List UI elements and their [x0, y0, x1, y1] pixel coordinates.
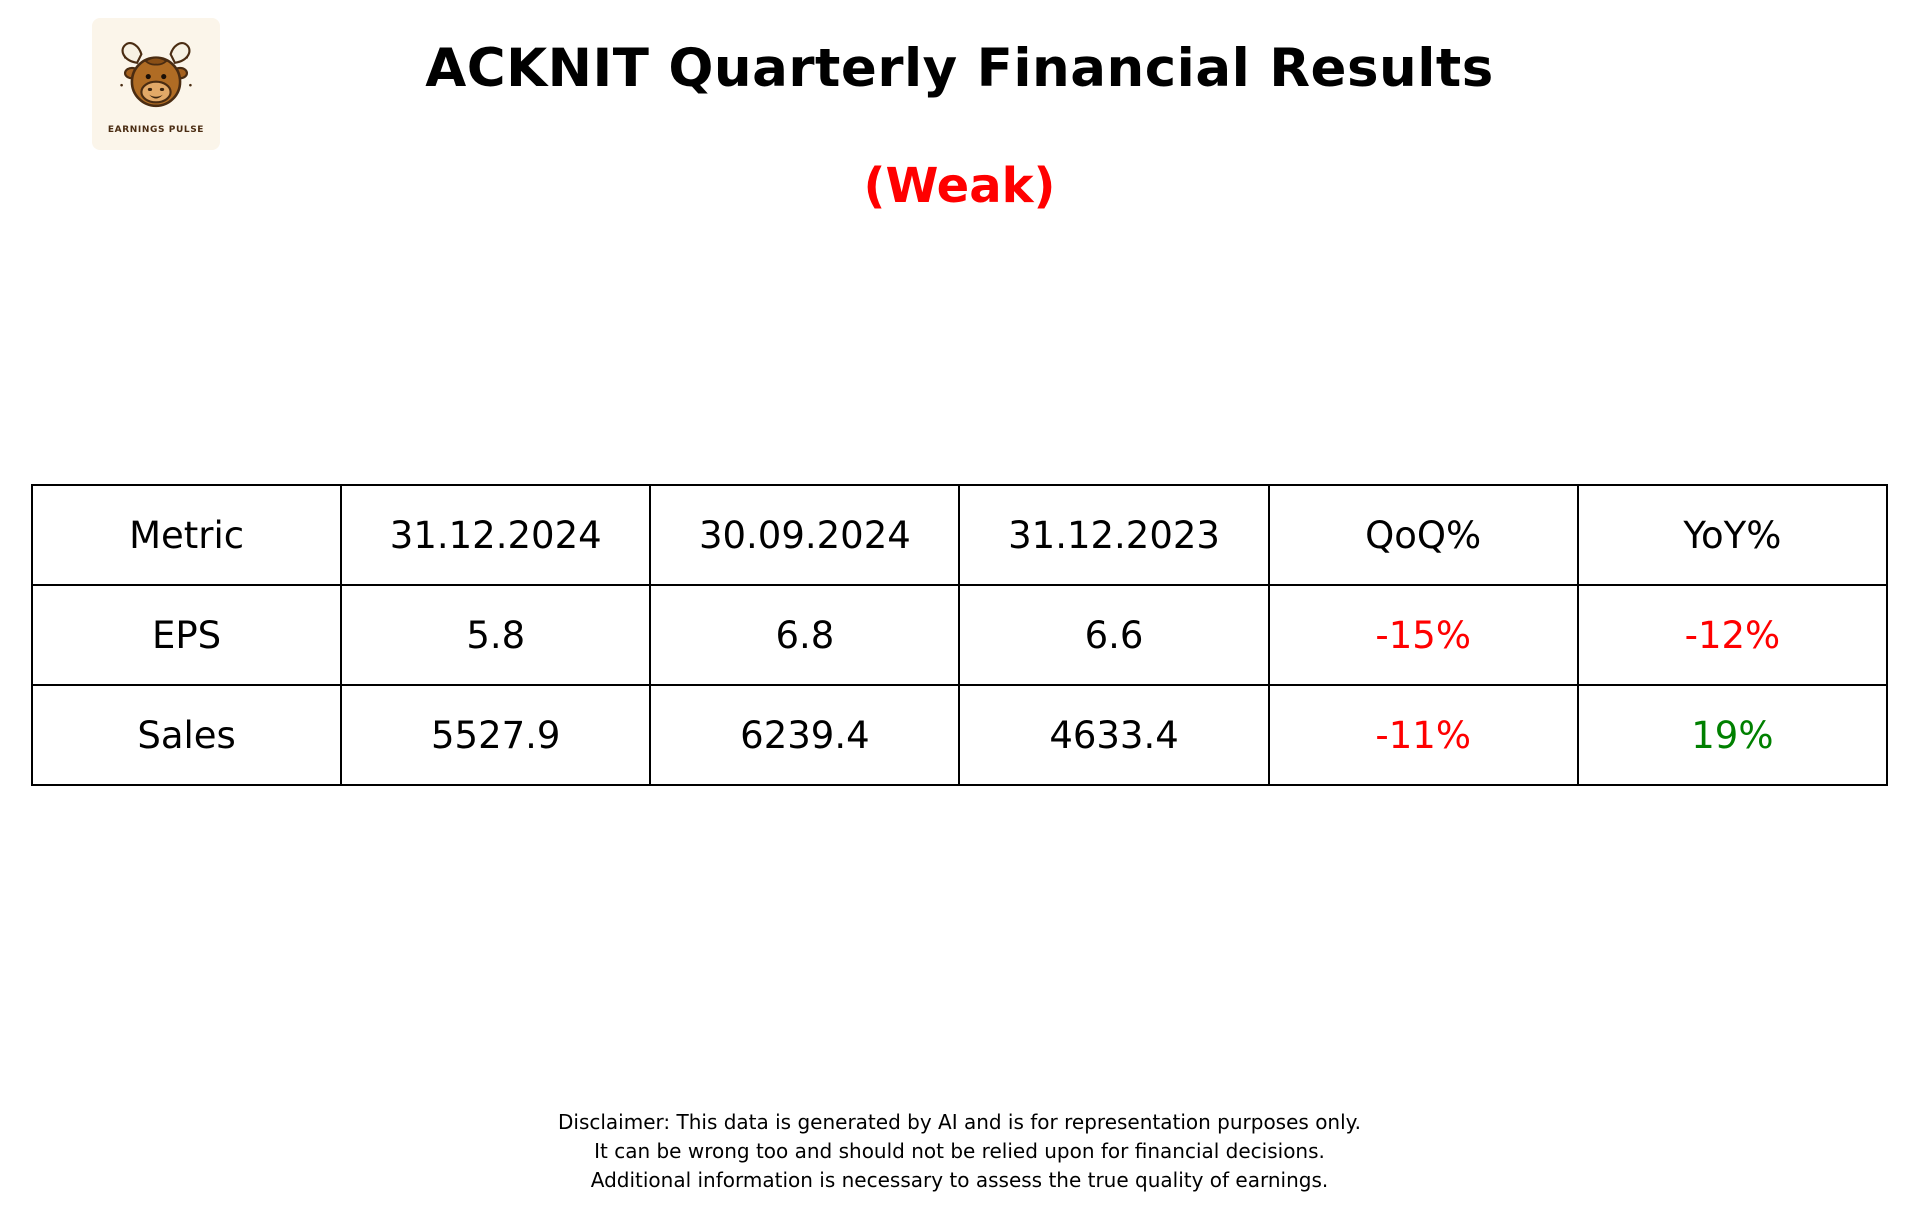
cell-eps-label: EPS [30, 584, 343, 686]
page-title: ACKNIT Quarterly Financial Results [425, 38, 1494, 99]
cell-sales-current: 5527.9 [340, 684, 652, 786]
disclaimer-line-1: Disclaimer: This data is generated by AI… [558, 1110, 1361, 1134]
table-row-sales: Sales 5527.9 6239.4 4633.4 -11% 19% [30, 684, 1889, 786]
cell-eps-yoy: -12% [1576, 584, 1889, 686]
financial-results-table: Metric 31.12.2024 30.09.2024 31.12.2023 … [30, 484, 1889, 786]
logo-brand-text: EARNINGS PULSE [107, 125, 205, 135]
disclaimer-line-3: Additional information is necessary to a… [590, 1168, 1329, 1192]
cell-eps-qoq: -15% [1267, 584, 1579, 686]
cell-sales-year-ago: 4633.4 [958, 684, 1270, 786]
column-header-current-quarter: 31.12.2024 [340, 484, 652, 586]
cell-eps-year-ago: 6.6 [958, 584, 1270, 686]
cell-sales-previous: 6239.4 [649, 684, 961, 786]
cell-eps-current: 5.8 [340, 584, 652, 686]
cell-sales-qoq: -11% [1267, 684, 1579, 786]
disclaimer: Disclaimer: This data is generated by AI… [0, 1108, 1919, 1195]
table-row-eps: EPS 5.8 6.8 6.6 -15% -12% [30, 584, 1889, 686]
bull-icon [110, 37, 202, 123]
column-header-previous-quarter: 30.09.2024 [649, 484, 961, 586]
logo: EARNINGS PULSE [92, 18, 220, 150]
header-row: Metric 31.12.2024 30.09.2024 31.12.2023 … [30, 484, 1889, 586]
column-header-qoq: QoQ% [1267, 484, 1579, 586]
column-header-metric: Metric [30, 484, 343, 586]
cell-sales-label: Sales [30, 684, 343, 786]
column-header-yoy: YoY% [1576, 484, 1889, 586]
cell-sales-yoy: 19% [1576, 684, 1889, 786]
verdict-subtitle: (Weak) [863, 158, 1056, 214]
cell-eps-previous: 6.8 [649, 584, 961, 686]
disclaimer-line-2: It can be wrong too and should not be re… [594, 1139, 1325, 1163]
column-header-year-ago-quarter: 31.12.2023 [958, 484, 1270, 586]
